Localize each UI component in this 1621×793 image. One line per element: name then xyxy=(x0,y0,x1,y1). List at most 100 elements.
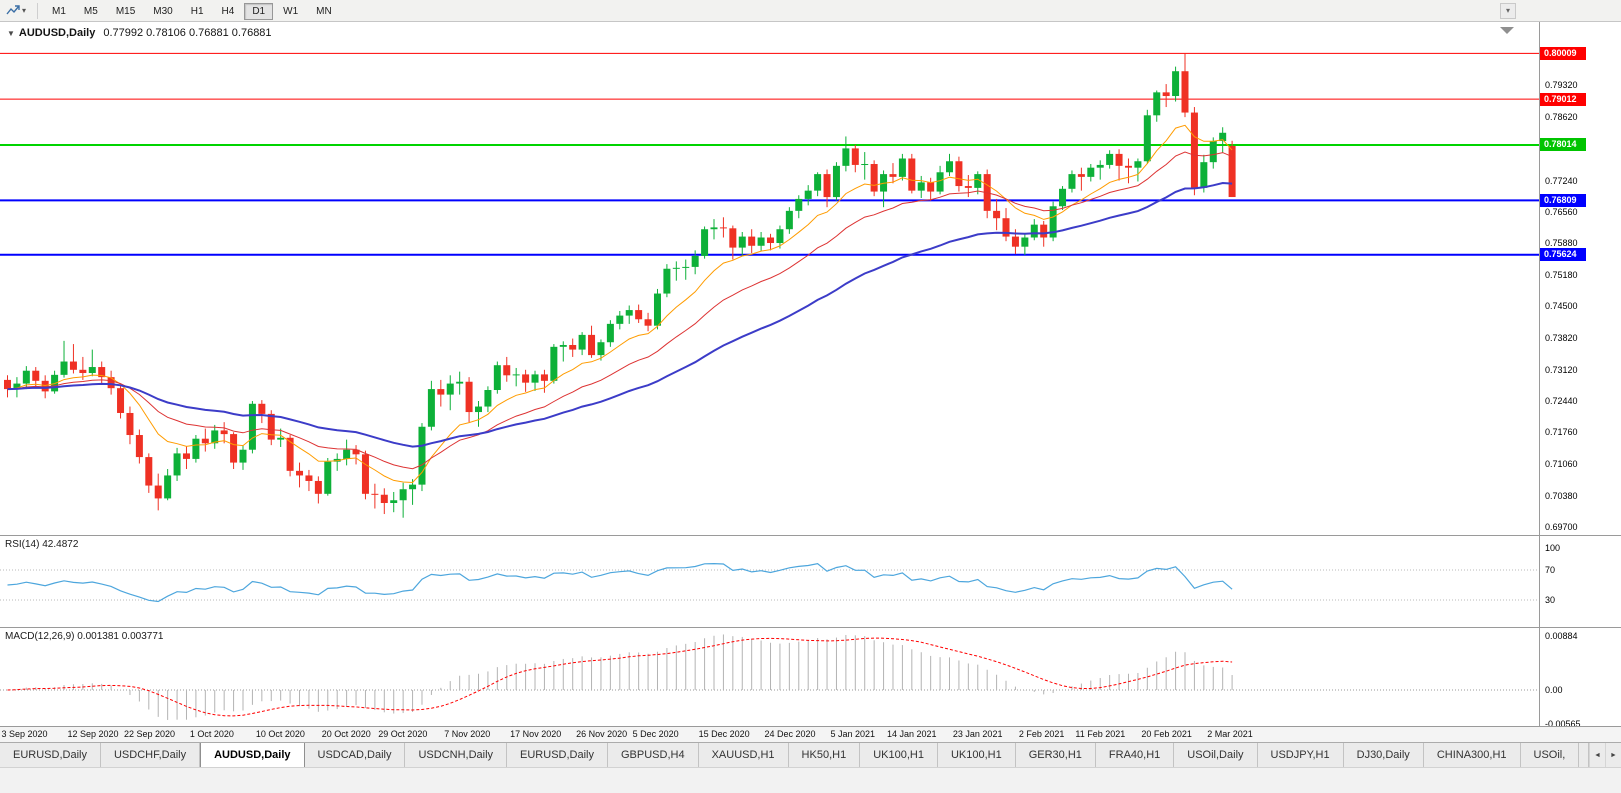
date-label: 29 Oct 2020 xyxy=(378,729,428,739)
timeframe-button-m30[interactable]: M30 xyxy=(145,3,180,20)
chart-symbol-label: AUDUSD,Daily xyxy=(18,27,96,39)
chart-tab-eurusd-daily[interactable]: EURUSD,Daily xyxy=(0,743,101,767)
date-label: 22 Sep 2020 xyxy=(123,729,175,739)
main-chart-panel: ▼ AUDUSD,Daily 0.77992 0.78106 0.76881 0.7… xyxy=(0,22,1621,535)
chart-tools-icon[interactable] xyxy=(5,3,21,19)
rsi-scale-axis[interactable]: 100 70 30 xyxy=(1539,536,1621,627)
date-label: 15 Dec 2020 xyxy=(698,729,750,739)
date-label: 20 Oct 2020 xyxy=(321,729,371,739)
price-tick-label: 0.75180 xyxy=(1545,270,1578,281)
chart-tab-xauusd-h1[interactable]: XAUUSD,H1 xyxy=(698,743,789,767)
chart-tab-usdcad-daily[interactable]: USDCAD,Daily xyxy=(304,743,406,767)
date-label: 2 Feb 2021 xyxy=(1018,729,1065,739)
macd-chart[interactable] xyxy=(0,628,1539,726)
chart-tab-fra40-h1[interactable]: FRA40,H1 xyxy=(1095,743,1175,767)
macd-scale-axis[interactable]: 0.00884 0.00 -0.00565 xyxy=(1539,628,1621,729)
timeframe-button-m1[interactable]: M1 xyxy=(44,3,74,20)
price-tick-label: 0.71060 xyxy=(1545,459,1578,470)
date-label: 24 Dec 2020 xyxy=(764,729,816,739)
timeframe-button-m5[interactable]: M5 xyxy=(76,3,106,20)
macd-panel: MACD(12,26,9) 0.001381 0.003771 0.00884 0… xyxy=(0,628,1621,729)
price-tick-label: 0.73820 xyxy=(1545,332,1578,343)
price-tick-label: 0.75880 xyxy=(1545,238,1578,249)
price-tick-label: 0.77240 xyxy=(1545,175,1578,186)
candlestick-chart[interactable] xyxy=(0,22,1539,535)
price-line-label: 0.78014 xyxy=(1540,138,1586,152)
price-axis[interactable]: 0.793200.786200.779400.772400.765600.758… xyxy=(1539,22,1621,535)
timeframe-button-w1[interactable]: W1 xyxy=(275,3,306,20)
price-line-label: 0.80009 xyxy=(1540,46,1586,60)
price-tick-label: 0.69700 xyxy=(1545,521,1578,532)
rsi-label: RSI(14) 42.4872 xyxy=(5,539,79,550)
chart-title: ▼ AUDUSD,Daily 0.77992 0.78106 0.76881 0.7… xyxy=(7,27,272,39)
price-line-label: 0.76809 xyxy=(1540,193,1586,207)
price-tick-label: 0.79320 xyxy=(1545,80,1578,90)
chart-tab-ger30-h1[interactable]: GER30,H1 xyxy=(1015,743,1096,767)
tab-scroll-right-icon[interactable]: ► xyxy=(1605,743,1621,767)
rsi-scale-label: 100 xyxy=(1545,542,1561,553)
chart-tab-usdcnh-daily[interactable]: USDCNH,Daily xyxy=(405,743,508,767)
macd-label: MACD(12,26,9) 0.001381 0.003771 xyxy=(5,631,164,642)
chart-tab-hk50-h1[interactable]: HK50,H1 xyxy=(788,743,861,767)
chart-tab-audusd-daily[interactable]: AUDUSD,Daily xyxy=(200,743,305,767)
chart-tab-uk100-h1[interactable]: UK100,H1 xyxy=(860,743,938,767)
timeframe-button-h1[interactable]: H1 xyxy=(183,3,212,20)
time-axis[interactable]: 3 Sep 2020 12 Sep 2020 22 Sep 2020 1 Oct 20… xyxy=(0,726,1621,742)
panel-separator[interactable] xyxy=(0,627,1621,628)
date-label: 26 Nov 2020 xyxy=(576,729,628,739)
date-label: 12 Sep 2020 xyxy=(67,729,119,739)
date-label: 20 Feb 2021 xyxy=(1141,729,1192,739)
date-label: 1 Oct 2020 xyxy=(189,729,234,739)
date-label: 23 Jan 2021 xyxy=(952,729,1003,739)
timeframe-button-h4[interactable]: H4 xyxy=(214,3,243,20)
timeframe-button-d1[interactable]: D1 xyxy=(244,3,274,20)
price-line-label: 0.79012 xyxy=(1540,92,1586,106)
macd-scale-label: 0.00884 xyxy=(1545,631,1578,642)
chart-shift-marker xyxy=(1500,27,1514,34)
timeframe-buttons-group: M1 M5 M15 M30 H1 H4 D1 W1 MN xyxy=(43,1,341,20)
rsi-scale-label: 30 xyxy=(1545,595,1556,605)
chart-tab-usdchf-daily[interactable]: USDCHF,Daily xyxy=(100,743,201,767)
chart-tab-usoil-[interactable]: USOil, xyxy=(1520,743,1580,767)
price-tick-label: 0.70380 xyxy=(1545,490,1578,501)
chart-tab-usdjpy-h1[interactable]: USDJPY,H1 xyxy=(1257,743,1344,767)
chart-tab-gbpusd-h4[interactable]: GBPUSD,H4 xyxy=(608,743,699,767)
chart-tab-uk100-h1[interactable]: UK100,H1 xyxy=(937,743,1016,767)
chart-tab-bar: EURUSD,Daily USDCHF,Daily AUDUSD,Daily USDC… xyxy=(0,742,1621,767)
date-label: 5 Jan 2021 xyxy=(830,729,875,739)
price-line-label: 0.75624 xyxy=(1540,248,1586,262)
rsi-chart[interactable] xyxy=(0,536,1539,627)
panel-separator[interactable] xyxy=(0,535,1621,536)
timeframe-button-m15[interactable]: M15 xyxy=(108,3,143,20)
rsi-panel: RSI(14) 42.4872 100 70 30 xyxy=(0,536,1621,627)
dropdown-caret-icon[interactable]: ▾ xyxy=(22,6,27,15)
date-label: 3 Sep 2020 xyxy=(1,729,48,739)
toolbar-separator xyxy=(37,2,39,19)
tab-scroll-arrows: ◄ ► xyxy=(1588,743,1621,767)
date-label: 7 Nov 2020 xyxy=(444,729,491,739)
timeframe-toolbar: ▾ M1 M5 M15 M30 H1 H4 D1 W1 MN ▾ xyxy=(0,0,1621,22)
chart-tab-china300-h1[interactable]: CHINA300,H1 xyxy=(1423,743,1521,767)
toolbar-overflow-button[interactable]: ▾ xyxy=(1500,3,1516,19)
rsi-scale-label: 70 xyxy=(1545,565,1556,575)
status-bar xyxy=(0,767,1621,793)
collapse-triangle-icon[interactable]: ▼ xyxy=(7,29,15,38)
price-tick-label: 0.74500 xyxy=(1545,301,1578,312)
tab-scroll-left-icon[interactable]: ◄ xyxy=(1589,743,1605,767)
timeframe-button-mn[interactable]: MN xyxy=(308,3,340,20)
date-label: 2 Mar 2021 xyxy=(1207,729,1253,739)
price-tick-label: 0.72440 xyxy=(1545,396,1578,407)
chart-ohlc-values: 0.77992 0.78106 0.76881 0.76881 xyxy=(103,27,272,39)
date-label: 14 Jan 2021 xyxy=(886,729,937,739)
chart-tab-eurusd-daily[interactable]: EURUSD,Daily xyxy=(507,743,608,767)
chart-tab-usoil-daily[interactable]: USOil,Daily xyxy=(1174,743,1258,767)
chart-tab-dj30-daily[interactable]: DJ30,Daily xyxy=(1343,743,1424,767)
price-tick-label: 0.73120 xyxy=(1545,364,1578,375)
date-label: 17 Nov 2020 xyxy=(510,729,562,739)
price-tick-label: 0.71760 xyxy=(1545,427,1578,438)
macd-scale-label: -0.00565 xyxy=(1545,719,1581,729)
macd-scale-label: 0.00 xyxy=(1545,685,1563,695)
date-label: 5 Dec 2020 xyxy=(632,729,679,739)
price-tick-label: 0.76560 xyxy=(1545,206,1578,217)
